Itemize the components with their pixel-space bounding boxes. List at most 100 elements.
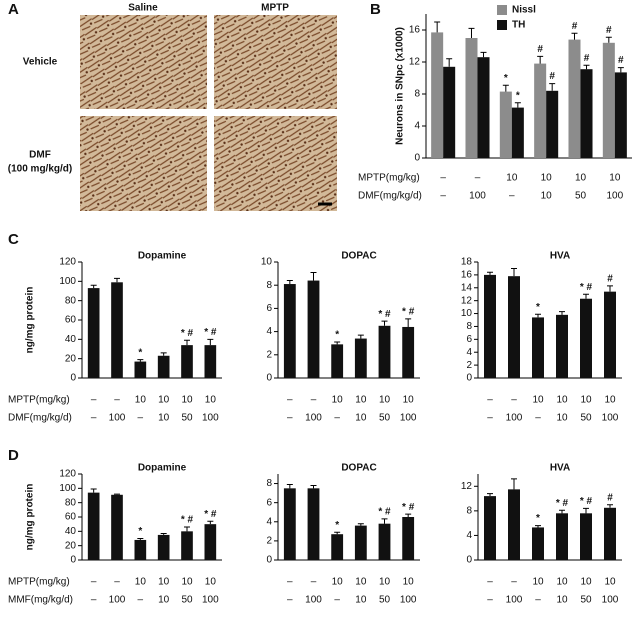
- treatment-value: 10: [609, 173, 621, 184]
- error-bar: [160, 532, 167, 535]
- bar: [354, 338, 367, 378]
- treatment-value: 100: [400, 413, 417, 424]
- y-tick-label: 14: [461, 282, 473, 293]
- treatment-value: –: [138, 595, 144, 606]
- treatment-value: 50: [379, 595, 391, 606]
- treatment-value: –: [511, 577, 517, 588]
- significance-marker: * #: [580, 496, 593, 507]
- treatment-value: 10: [181, 395, 193, 406]
- treatment-value: –: [487, 595, 493, 606]
- error-bar: [207, 338, 214, 346]
- error-bar: [137, 359, 144, 362]
- treatment-value: –: [91, 395, 97, 406]
- y-tick-label: 0: [466, 373, 472, 384]
- treatment-value: 10: [355, 395, 367, 406]
- micrograph: [214, 116, 337, 211]
- column-label: Saline: [128, 3, 158, 14]
- chart-title: Dopamine: [138, 251, 187, 262]
- treatment-value: 100: [305, 595, 322, 606]
- significance-marker: * #: [378, 309, 391, 320]
- error-bar: [549, 83, 556, 91]
- error-bar: [487, 493, 493, 497]
- y-tick-label: 4: [414, 121, 420, 132]
- y-tick-label: 0: [70, 555, 76, 566]
- significance-marker: * #: [402, 502, 415, 513]
- treatment-value: 10: [604, 577, 616, 588]
- legend-label: Nissl: [512, 5, 536, 16]
- significance-marker: *: [138, 347, 142, 358]
- significance-marker: * #: [556, 498, 569, 509]
- y-tick-label: 100: [59, 483, 76, 494]
- treatment-value: 100: [109, 595, 126, 606]
- y-tick-label: 8: [266, 478, 272, 489]
- treatment-value: 10: [181, 577, 193, 588]
- treatment-value: –: [311, 577, 317, 588]
- error-bar: [334, 531, 341, 535]
- legend-swatch: [497, 20, 507, 30]
- significance-marker: *: [504, 73, 508, 84]
- row-label: Vehicle: [23, 57, 58, 68]
- column-label: MPTP: [261, 3, 289, 14]
- treatment-value: 10: [158, 595, 170, 606]
- treatment-value: 10: [403, 395, 415, 406]
- treatment-value: –: [511, 395, 517, 406]
- chart-title: DOPAC: [341, 251, 376, 262]
- error-bar: [583, 507, 589, 514]
- y-tick-label: 0: [266, 555, 272, 566]
- treatment-value: –: [287, 413, 293, 424]
- y-tick-label: 2: [266, 536, 272, 547]
- error-bar: [114, 493, 120, 495]
- error-bar: [286, 280, 293, 285]
- treatment-value: –: [114, 395, 120, 406]
- y-tick-label: 16: [409, 25, 421, 36]
- y-tick-label: 60: [65, 512, 77, 523]
- y-tick-label: 0: [466, 555, 472, 566]
- treatment-value: –: [311, 395, 317, 406]
- legend-label: TH: [512, 20, 525, 31]
- treatment-value: 10: [556, 413, 568, 424]
- error-bar: [357, 523, 364, 526]
- bar: [354, 525, 367, 560]
- error-bar: [405, 318, 412, 327]
- error-bar: [381, 518, 388, 524]
- treatment-value: 100: [202, 413, 219, 424]
- y-tick-label: 2: [466, 360, 472, 371]
- significance-marker: * #: [204, 327, 217, 338]
- treatment-value: –: [440, 191, 446, 202]
- bar: [580, 69, 593, 158]
- error-bar: [405, 513, 412, 517]
- treatment-label: MMF(mg/kg/d): [8, 595, 73, 606]
- treatment-value: 10: [158, 413, 170, 424]
- panel-letter: B: [370, 1, 381, 18]
- bar: [499, 91, 512, 158]
- error-bar: [617, 67, 624, 73]
- bar: [111, 282, 123, 378]
- error-bar: [571, 32, 578, 40]
- treatment-value: 50: [580, 413, 592, 424]
- bar: [87, 492, 100, 560]
- error-bar: [535, 525, 541, 528]
- error-bar: [446, 58, 453, 67]
- treatment-value: 100: [506, 595, 523, 606]
- treatment-value: –: [91, 413, 97, 424]
- error-bar: [114, 277, 120, 283]
- bar: [604, 507, 616, 560]
- significance-marker: #: [584, 53, 590, 64]
- significance-marker: *: [335, 330, 339, 341]
- y-axis-label: Neurons in SNpc (x1000): [395, 27, 406, 145]
- treatment-value: –: [487, 413, 493, 424]
- error-bar: [334, 341, 341, 345]
- bar: [331, 534, 344, 560]
- treatment-value: 100: [305, 413, 322, 424]
- panel-letter: D: [8, 447, 19, 464]
- significance-marker: * #: [181, 515, 194, 526]
- treatment-value: 10: [575, 173, 587, 184]
- error-bar: [511, 267, 517, 277]
- treatment-value: 10: [332, 395, 344, 406]
- treatment-value: 100: [109, 413, 126, 424]
- treatment-value: –: [334, 413, 340, 424]
- y-tick-label: 4: [466, 530, 472, 541]
- error-bar: [487, 271, 493, 275]
- treatment-label: MPTP(mg/kg): [8, 577, 70, 588]
